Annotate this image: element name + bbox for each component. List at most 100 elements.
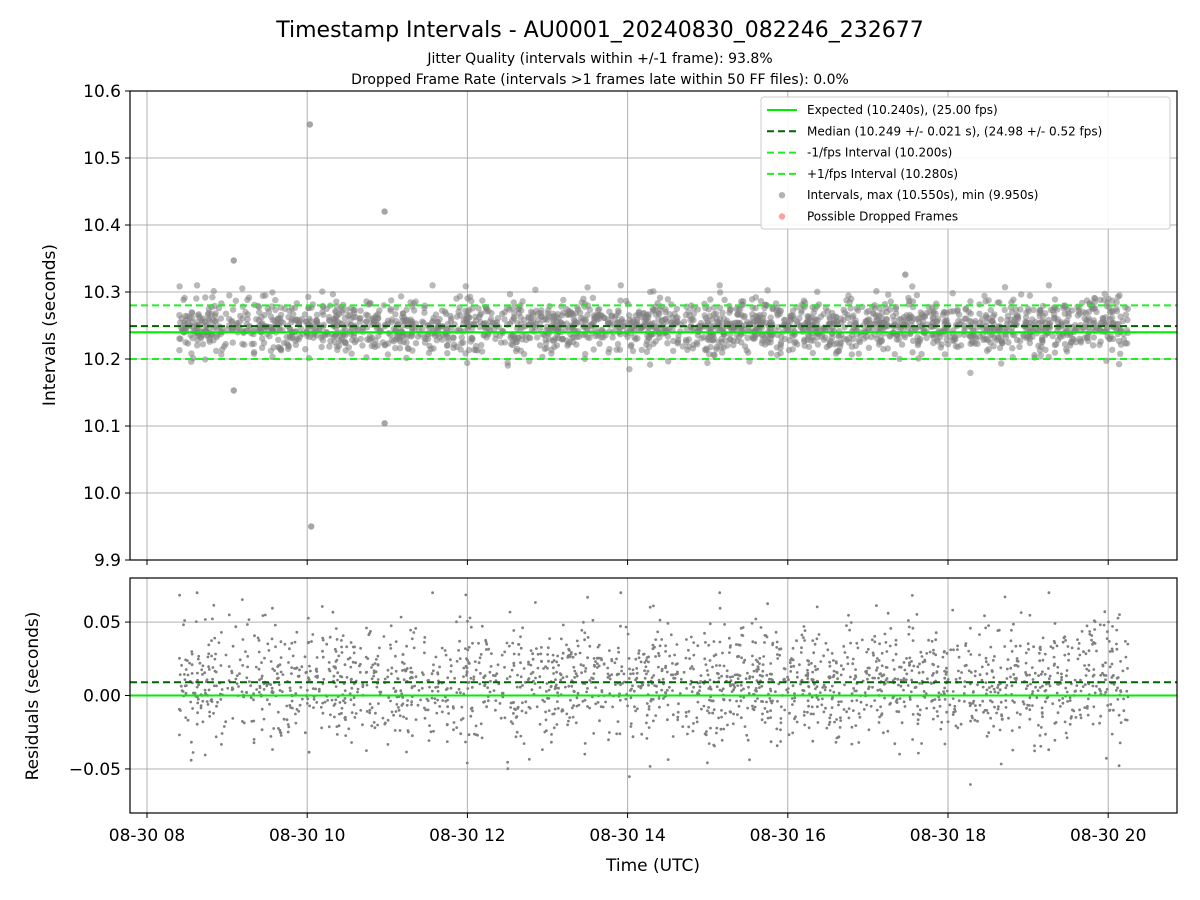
residual-point (366, 657, 370, 660)
residual-point (458, 657, 462, 660)
residual-point (432, 729, 435, 733)
interval-point (712, 310, 720, 317)
residual-point (269, 683, 273, 686)
residual-point (807, 685, 811, 689)
residual-point (1007, 716, 1010, 720)
residual-point (291, 654, 295, 658)
residual-point (509, 701, 513, 705)
residual-point (205, 678, 209, 682)
residual-point (214, 652, 218, 656)
residual-point (244, 650, 247, 653)
interval-point (976, 333, 984, 340)
residual-point (815, 637, 819, 641)
residual-point (648, 605, 652, 609)
interval-point (290, 310, 297, 318)
interval-point (1104, 333, 1111, 340)
residual-point (721, 651, 724, 655)
residual-point (527, 660, 530, 664)
interval-point (909, 349, 916, 356)
residual-point (766, 716, 770, 720)
residual-point (835, 670, 838, 674)
residual-point (314, 687, 317, 691)
residual-point (529, 649, 533, 652)
residual-point (668, 654, 672, 658)
residual-point (722, 664, 726, 668)
residual-point (931, 717, 935, 721)
interval-point (1092, 327, 1099, 335)
residual-point (637, 656, 641, 660)
residual-point (216, 700, 219, 704)
residual-point (212, 603, 216, 607)
residual-point (686, 732, 689, 736)
residual-point (619, 683, 622, 687)
residual-point (957, 699, 961, 703)
interval-point (267, 347, 275, 355)
residual-point (1119, 721, 1123, 724)
residual-point (824, 706, 827, 710)
residual-point (800, 646, 803, 650)
residual-point (405, 717, 408, 720)
residual-point (411, 685, 414, 689)
residual-point (779, 728, 782, 732)
residual-point (973, 718, 977, 722)
residual-point (549, 685, 553, 689)
residual-point (189, 700, 193, 704)
residual-point (343, 697, 347, 700)
interval-point (773, 344, 780, 351)
interval-point (1001, 306, 1008, 314)
interval-point (250, 340, 257, 347)
residual-point (722, 697, 725, 701)
residual-point (807, 704, 810, 708)
interval-point (412, 298, 419, 305)
residual-point (1116, 698, 1120, 701)
residual-point (796, 675, 799, 679)
interval-point (534, 334, 541, 341)
interval-point (586, 306, 593, 313)
interval-point (256, 309, 263, 316)
interval-point (638, 346, 645, 354)
residual-point (951, 713, 955, 716)
residual-point (674, 663, 678, 666)
interval-point (464, 295, 471, 302)
residual-point (359, 708, 363, 712)
residual-point (631, 668, 635, 672)
residual-point (459, 691, 462, 695)
residual-point (882, 731, 885, 735)
residual-point (211, 617, 214, 621)
x-tick-label: 08-30 10 (269, 826, 345, 846)
residual-point (200, 668, 204, 672)
residual-point (1005, 667, 1009, 671)
residual-point (657, 678, 661, 682)
interval-point (768, 319, 775, 326)
residual-point (586, 656, 589, 660)
residual-point (340, 651, 344, 654)
residual-point (361, 683, 365, 687)
interval-point (669, 319, 677, 326)
interval-point (754, 315, 762, 323)
residual-point (928, 650, 932, 654)
interval-point (333, 298, 340, 305)
residual-point (617, 650, 620, 654)
residual-point (943, 742, 947, 746)
interval-point (533, 307, 540, 314)
residual-point (178, 673, 182, 676)
residual-point (1058, 705, 1062, 708)
interval-point (357, 314, 364, 322)
intervals-y-tick-label: 10.4 (83, 216, 121, 236)
residual-point (665, 688, 669, 692)
interval-point (441, 308, 449, 315)
interval-point (1074, 312, 1082, 319)
interval-point (949, 290, 956, 297)
interval-point (900, 314, 908, 321)
residual-point (210, 700, 214, 703)
residual-point (1092, 705, 1096, 709)
residual-point (982, 710, 985, 714)
residual-point (370, 724, 374, 728)
residual-point (1045, 682, 1048, 686)
residual-point (398, 729, 402, 732)
residual-point (627, 657, 631, 660)
residual-point (365, 749, 368, 752)
residual-point (334, 650, 338, 653)
residual-point (1026, 703, 1030, 707)
residual-point (911, 639, 915, 642)
